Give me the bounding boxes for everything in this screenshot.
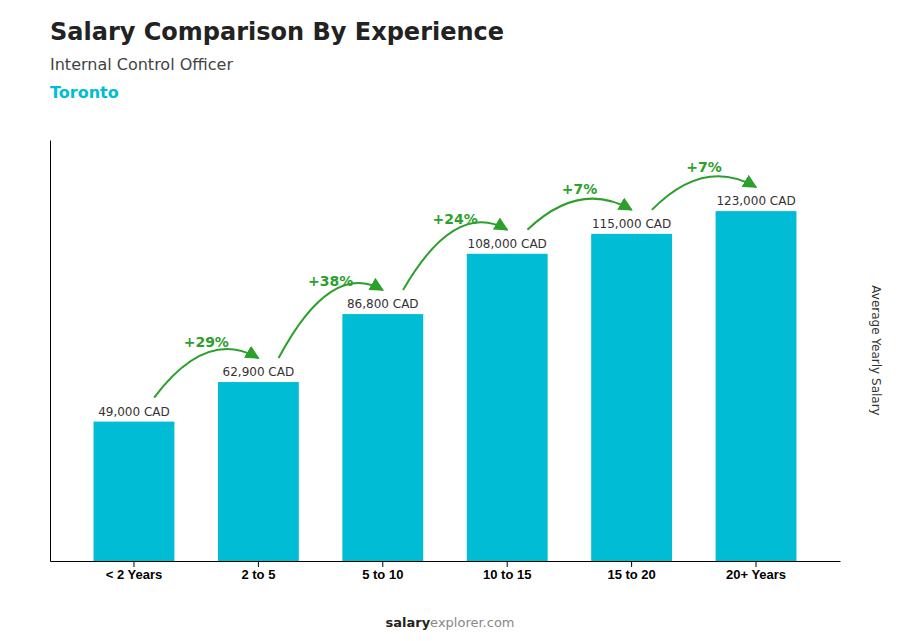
x-tick-label: 10 to 15 — [483, 567, 531, 582]
footer-normal: explorer.com — [430, 615, 514, 630]
annotation-label: +29% — [184, 334, 229, 350]
x-tick: 2 to 5 — [241, 561, 275, 582]
annotation-arrow — [527, 199, 631, 230]
data-label: 86,800 CAD — [347, 297, 419, 311]
annotation-arrow — [403, 222, 507, 290]
x-tick-mark — [507, 561, 508, 567]
x-tick-label: 15 to 20 — [607, 567, 655, 582]
x-tick-label: 2 to 5 — [241, 567, 275, 582]
x-tick-mark — [631, 561, 632, 567]
x-tick: 15 to 20 — [607, 561, 655, 582]
y-axis — [50, 141, 51, 562]
title: Salary Comparison By Experience — [50, 18, 504, 46]
bar — [342, 314, 423, 561]
data-label: 115,000 CAD — [592, 217, 671, 231]
subtitle: Internal Control Officer — [50, 55, 233, 74]
x-axis-line — [51, 561, 841, 562]
x-tick: 5 to 10 — [362, 561, 403, 582]
footer: salaryexplorer.com — [385, 615, 514, 630]
annotation-label: +24% — [432, 211, 477, 227]
chart: Salary Comparison By Experience Internal … — [0, 0, 900, 641]
data-labels: 49,000 CAD 62,900 CAD 86,800 CAD 108,000 CA… — [98, 194, 796, 419]
data-label: 49,000 CAD — [98, 405, 170, 419]
footer-bold: salary — [385, 615, 430, 630]
bar — [591, 234, 672, 561]
annotations: +29% +38% +24% +7% +7% — [154, 159, 756, 398]
x-tick: 10 to 15 — [483, 561, 531, 582]
data-label: 108,000 CAD — [468, 237, 547, 251]
data-label: 62,900 CAD — [223, 365, 295, 379]
annotation-arrow — [279, 283, 383, 358]
x-tick-mark — [258, 561, 259, 567]
x-axis: < 2 Years 2 to 5 5 to 10 10 to 15 15 to 20 20… — [51, 561, 841, 582]
y-axis-title: Average Yearly Salary — [869, 285, 883, 415]
x-tick: < 2 Years — [106, 561, 163, 582]
annotation-label: +7% — [562, 181, 598, 197]
city: Toronto — [50, 83, 119, 102]
x-tick-mark — [382, 561, 383, 567]
x-tick-label: 20+ Years — [726, 567, 786, 582]
bar — [716, 211, 797, 561]
bar — [94, 422, 175, 561]
x-tick: 20+ Years — [726, 561, 786, 582]
bar — [218, 382, 299, 561]
annotation-arrow — [154, 349, 258, 398]
x-tick-label: 5 to 10 — [362, 567, 403, 582]
bar — [467, 254, 548, 561]
plot: < 2 Years 2 to 5 5 to 10 10 to 15 15 to 20 20… — [51, 141, 841, 583]
x-tick-label: < 2 Years — [106, 567, 163, 582]
y-axis-line — [50, 141, 51, 562]
x-tick-mark — [756, 561, 757, 567]
bars — [94, 211, 797, 561]
data-label: 123,000 CAD — [716, 194, 795, 208]
annotation-label: +38% — [308, 273, 353, 289]
annotation-label: +7% — [686, 159, 722, 175]
x-tick-mark — [133, 561, 134, 567]
annotation-arrow — [652, 176, 756, 210]
